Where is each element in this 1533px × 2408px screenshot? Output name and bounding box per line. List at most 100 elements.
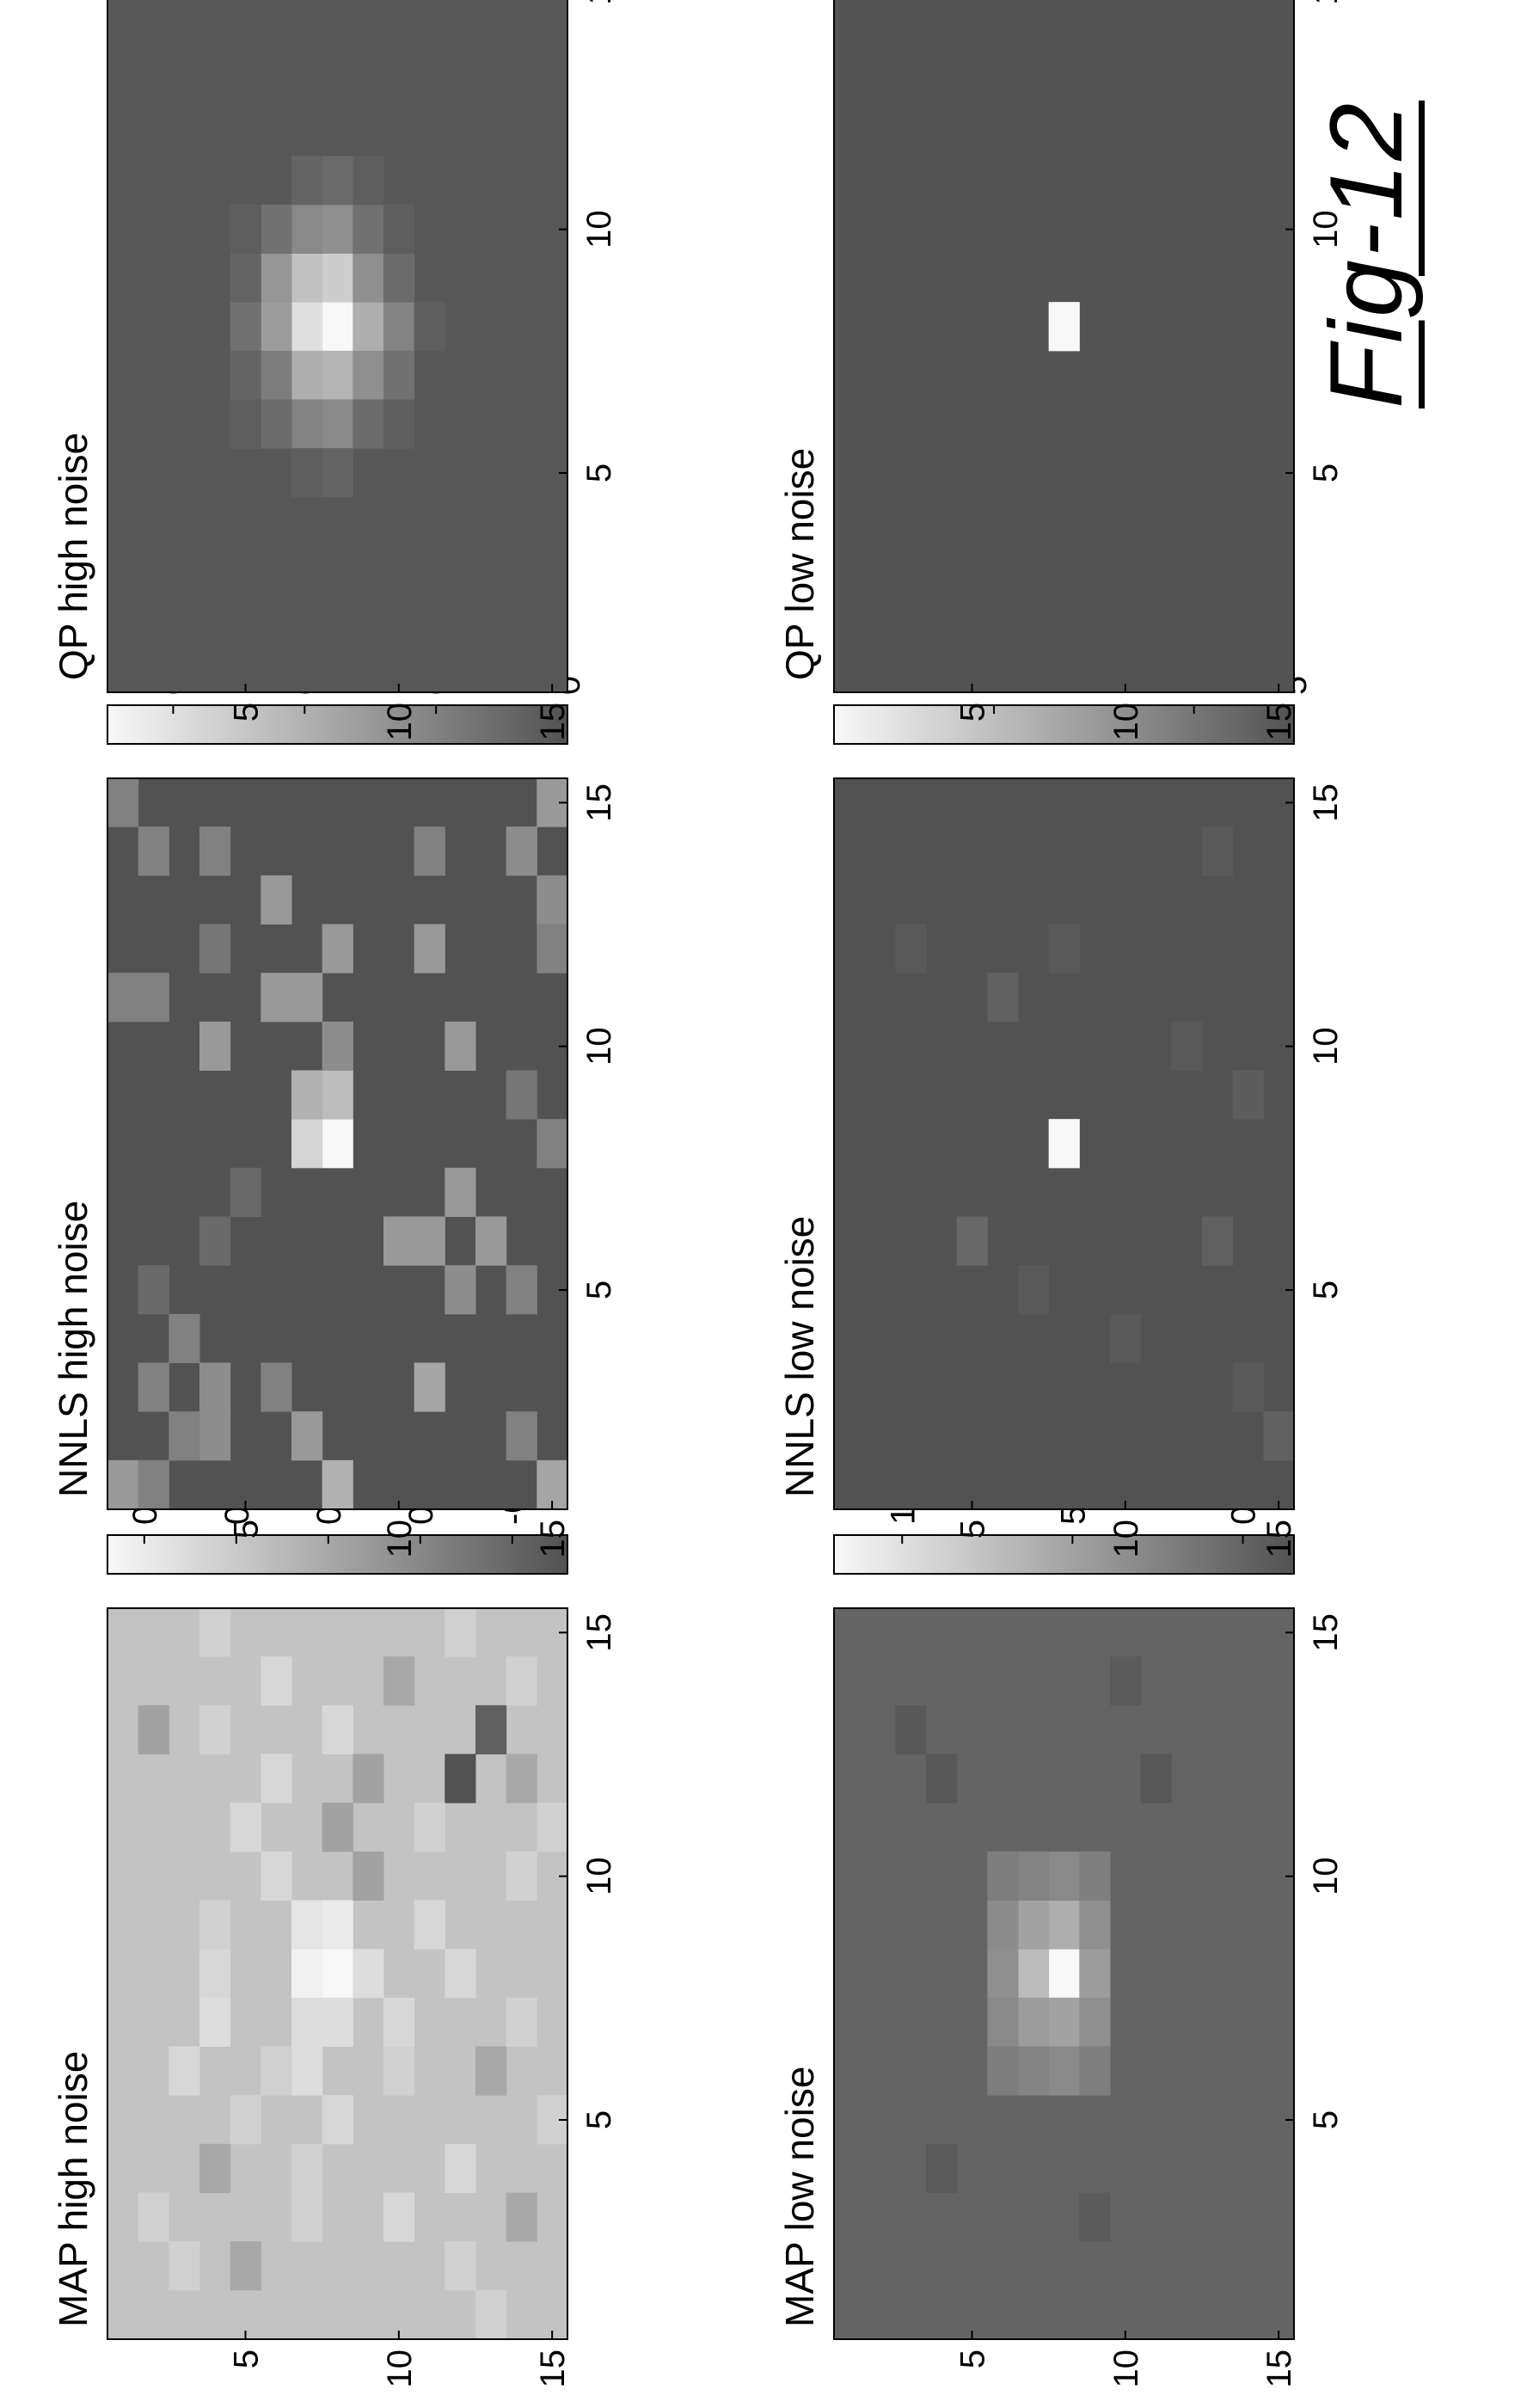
heatmap-cell bbox=[383, 1216, 415, 1266]
heatmap-cell bbox=[353, 253, 384, 303]
heatmap-cell bbox=[1079, 2046, 1111, 2096]
heatmap-panel-3: QP high noise51015510150.511.522.5x10^-1… bbox=[51, 0, 618, 741]
heatmap-cell bbox=[261, 1851, 292, 1901]
heatmap-cell bbox=[199, 1900, 231, 1950]
heatmap-cell bbox=[322, 924, 353, 974]
y-tick-label: 15 bbox=[1260, 703, 1298, 741]
x-tick-label: 10 bbox=[1307, 1857, 1345, 1895]
heatmap-cell bbox=[353, 1949, 384, 1999]
heatmap-panel-5: NNLS low noise510155101551020 bbox=[777, 657, 1345, 1558]
heatmap-cell bbox=[445, 1607, 476, 1657]
heatmap-cell bbox=[291, 2046, 323, 2096]
heatmap-cell bbox=[322, 1070, 353, 1120]
heatmap-cell bbox=[169, 1411, 200, 1461]
heatmap-cell bbox=[199, 1021, 231, 1071]
colorbar bbox=[107, 704, 568, 745]
plot-frame bbox=[107, 777, 568, 1510]
heatmap-cell bbox=[230, 1803, 261, 1852]
heatmap-cell bbox=[414, 826, 445, 876]
heatmap-cell bbox=[383, 302, 415, 352]
heatmap-cell bbox=[138, 1362, 169, 1412]
heatmap-cell bbox=[1232, 1070, 1264, 1120]
heatmap-cell bbox=[987, 1900, 1019, 1950]
heatmap-cell bbox=[506, 1997, 537, 2047]
heatmap-cell bbox=[1048, 1900, 1080, 1950]
heatmap-cell bbox=[322, 2095, 353, 2145]
plot-frame bbox=[833, 1607, 1295, 2340]
heatmap-cell bbox=[322, 1459, 353, 1509]
heatmap-cell bbox=[353, 1754, 384, 1803]
x-tick-label: 10 bbox=[580, 1027, 618, 1066]
heatmap-cell bbox=[383, 2046, 415, 2096]
heatmap-cell bbox=[414, 1362, 445, 1412]
heatmap-cell bbox=[1263, 1411, 1295, 1461]
panel-title: QP low noise bbox=[777, 448, 822, 680]
heatmap-cell bbox=[1140, 1754, 1172, 1803]
heatmap-cell bbox=[322, 1705, 353, 1754]
heatmap-cell bbox=[291, 399, 323, 449]
heatmap-cell bbox=[230, 204, 261, 254]
heatmap-cell bbox=[1079, 1949, 1111, 1999]
heatmap-cell bbox=[445, 1021, 476, 1071]
y-tick-label: 10 bbox=[381, 703, 419, 741]
heatmap-cell bbox=[383, 1997, 415, 2047]
x-tick-label: 10 bbox=[580, 210, 618, 249]
heatmap-cell bbox=[353, 302, 384, 352]
heatmap-cell bbox=[261, 875, 292, 924]
y-tick-label: 5 bbox=[954, 2350, 992, 2368]
heatmap-cell bbox=[1202, 826, 1234, 876]
heatmap-cell bbox=[199, 1216, 231, 1266]
heatmap-cell bbox=[414, 302, 445, 352]
heatmap-cell bbox=[322, 302, 353, 352]
heatmap-cell bbox=[1079, 1900, 1111, 1950]
heatmap-cell bbox=[230, 302, 261, 352]
heatmap-cell bbox=[987, 2046, 1019, 2096]
y-tick-label: 5 bbox=[228, 2350, 266, 2368]
heatmap-cell bbox=[1018, 2046, 1050, 2096]
heatmap-cell bbox=[383, 204, 415, 254]
heatmap-cell bbox=[322, 253, 353, 303]
figure-label: Fig-12 bbox=[1309, 100, 1424, 408]
heatmap-cell bbox=[1048, 1997, 1080, 2047]
y-tick-label: 15 bbox=[534, 703, 572, 741]
heatmap-cell bbox=[291, 156, 323, 206]
heatmap-cell bbox=[322, 350, 353, 400]
heatmap-cell bbox=[261, 1754, 292, 1803]
plot-frame bbox=[107, 0, 568, 693]
heatmap-cell bbox=[475, 2289, 507, 2339]
y-tick-label: 5 bbox=[228, 1520, 266, 1539]
heatmap-cell bbox=[987, 1949, 1019, 1999]
colorbar bbox=[833, 1534, 1295, 1575]
heatmap-cell bbox=[291, 448, 323, 498]
heatmap-cell bbox=[291, 302, 323, 352]
x-tick-label: 15 bbox=[580, 783, 618, 822]
heatmap-cell bbox=[475, 1705, 507, 1754]
heatmap-cell bbox=[1079, 1851, 1111, 1901]
x-tick-label: 5 bbox=[580, 1281, 618, 1299]
heatmap-cell bbox=[1048, 1949, 1080, 1999]
heatmap-cell bbox=[1018, 1851, 1050, 1901]
heatmap-cell bbox=[445, 1167, 476, 1217]
heatmap-panel-2: NNLS high noise510155101500.20.40.6 bbox=[51, 647, 618, 1557]
heatmap-cell bbox=[1018, 1949, 1050, 1999]
heatmap-panel-1: MAP high noise5101551015-0.0500.050.10.1… bbox=[51, 1447, 618, 2388]
heatmap-cell bbox=[414, 1900, 445, 1950]
heatmap-cell bbox=[926, 1754, 958, 1803]
heatmap-cell bbox=[230, 2241, 261, 2291]
heatmap-cell bbox=[895, 924, 927, 974]
heatmap-cell bbox=[322, 448, 353, 498]
heatmap-cell bbox=[261, 1362, 292, 1412]
heatmap-cell bbox=[291, 1997, 323, 2047]
heatmap-cell bbox=[1048, 2046, 1080, 2096]
heatmap-cell bbox=[353, 399, 384, 449]
heatmap-cell bbox=[199, 826, 231, 876]
heatmap-cell bbox=[291, 204, 323, 254]
heatmap-cell bbox=[291, 973, 323, 1023]
heatmap-cell bbox=[138, 1265, 169, 1315]
heatmap-cell bbox=[1048, 1119, 1080, 1169]
heatmap-cell bbox=[1018, 1900, 1050, 1950]
heatmap-cell bbox=[169, 2241, 200, 2291]
heatmap-cell bbox=[322, 204, 353, 254]
